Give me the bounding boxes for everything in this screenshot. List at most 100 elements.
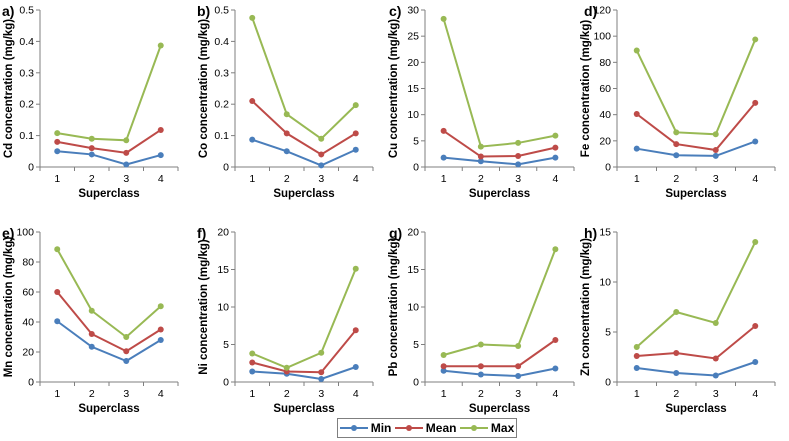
series-line-max — [443, 248, 557, 356]
y-tick-label: 0 — [413, 162, 419, 174]
panel-e: e) 0 20 40 60 80 100 1 2 3 4 Superclass Mn concentra… — [2, 225, 179, 415]
data-point-max — [440, 352, 447, 358]
y-axis-label: Zn concentration (mg/kg) — [580, 238, 592, 376]
data-point-mean — [552, 337, 559, 343]
data-point-max — [515, 343, 522, 349]
x-tick-label: 1 — [441, 173, 447, 185]
series-line-mean — [251, 329, 357, 374]
data-point-min — [673, 370, 680, 376]
data-point-mean — [752, 323, 759, 329]
x-tick-label: 1 — [249, 173, 255, 185]
y-tick-label: 0 — [28, 377, 34, 389]
x-axis-label: Superclass — [78, 403, 139, 415]
x-tick-label: 4 — [552, 173, 558, 185]
legend-item-max: Max — [459, 421, 514, 435]
data-point-max — [283, 111, 290, 118]
series-line-mean — [636, 102, 757, 152]
panel-letter: f) — [197, 225, 206, 241]
x-tick-label: 4 — [158, 173, 164, 185]
panel-letter: h) — [584, 225, 597, 241]
series-line-mean — [443, 130, 556, 158]
x-tick-label: 4 — [752, 388, 758, 400]
y-tick-label: 20 — [407, 227, 419, 239]
x-tick-label: 1 — [54, 173, 60, 185]
y-tick-label: 20 — [217, 227, 229, 239]
x-axis-label: Superclass — [273, 188, 334, 200]
panel-a: a) 0 0.1 0.2 0.3 0.4 0.5 1 2 3 4 Superclass Cd conce… — [2, 3, 179, 200]
y-tick-label: 5 — [605, 327, 611, 339]
data-point-min — [515, 161, 522, 168]
x-tick-label: 2 — [89, 388, 95, 400]
data-point-mean — [515, 153, 522, 160]
x-axis-label: Superclass — [273, 403, 334, 415]
data-point-max — [88, 307, 95, 314]
data-point-mean — [283, 130, 290, 137]
data-point-min — [88, 343, 95, 350]
x-tick-label: 3 — [123, 173, 129, 185]
data-point-min — [440, 367, 447, 374]
data-point-min — [477, 158, 484, 165]
series-line-min — [636, 140, 756, 157]
series-line-mean — [57, 129, 162, 154]
legend-min-label: Min — [370, 421, 392, 435]
y-tick-label: 0.3 — [214, 67, 229, 79]
data-point-mean — [157, 326, 164, 333]
y-tick-label: 120 — [593, 5, 611, 17]
series-line-min — [251, 138, 357, 167]
data-point-mean — [249, 98, 256, 105]
data-point-min — [123, 161, 130, 168]
y-tick-label: 0.3 — [19, 67, 34, 79]
data-point-max — [123, 137, 130, 144]
series-line-mean — [443, 339, 556, 368]
y-tick-label: 40 — [599, 109, 611, 121]
x-tick-label: 1 — [634, 173, 640, 185]
y-tick-label: 100 — [16, 227, 34, 239]
data-point-max — [477, 143, 484, 150]
data-point-min — [633, 145, 640, 152]
x-tick-label: 2 — [478, 173, 484, 185]
data-point-max — [440, 15, 447, 22]
legend-max-marker — [459, 425, 488, 431]
y-tick-label: 0.1 — [214, 130, 229, 142]
x-tick-label: 3 — [515, 388, 521, 400]
panel-f: f) 0 5 10 15 20 1 2 3 4 Superclass Ni concentration… — [197, 225, 374, 415]
x-tick-label: 3 — [318, 388, 324, 400]
x-tick-label: 1 — [249, 388, 255, 400]
x-axis-label: Superclass — [665, 188, 726, 200]
data-point-max — [157, 303, 164, 310]
data-point-mean — [477, 153, 484, 160]
x-tick-label: 3 — [318, 173, 324, 185]
data-point-min — [54, 318, 61, 325]
data-point-mean — [752, 99, 759, 106]
data-point-max — [352, 102, 359, 109]
data-point-max — [552, 132, 559, 139]
data-point-max — [249, 14, 256, 21]
data-point-max — [123, 334, 130, 340]
data-point-min — [123, 358, 130, 364]
data-point-mean — [633, 111, 640, 118]
data-point-min — [712, 152, 719, 159]
data-point-max — [88, 135, 95, 142]
legend-item-mean: Mean — [394, 421, 456, 435]
panel-letter: g) — [389, 225, 402, 241]
data-point-mean — [318, 151, 325, 158]
series-line-max — [56, 248, 162, 339]
x-axis-label: Superclass — [78, 188, 139, 200]
data-point-min — [552, 365, 559, 372]
data-point-min — [54, 148, 61, 155]
y-tick-label: 10 — [217, 302, 229, 314]
data-point-mean — [318, 369, 325, 376]
y-tick-label: 5 — [413, 135, 419, 147]
data-point-mean — [673, 350, 680, 356]
data-point-mean — [440, 127, 447, 134]
y-axis-label: Ni concentration (mg/kg) — [198, 239, 210, 375]
data-point-min — [552, 154, 559, 161]
data-point-mean — [552, 144, 559, 151]
x-tick-label: 1 — [441, 388, 447, 400]
data-point-min — [712, 372, 719, 379]
y-tick-label: 10 — [407, 109, 419, 121]
data-point-min — [752, 138, 759, 145]
y-tick-label: 15 — [599, 227, 611, 239]
data-point-max — [515, 139, 522, 146]
series-line-min — [57, 150, 162, 166]
